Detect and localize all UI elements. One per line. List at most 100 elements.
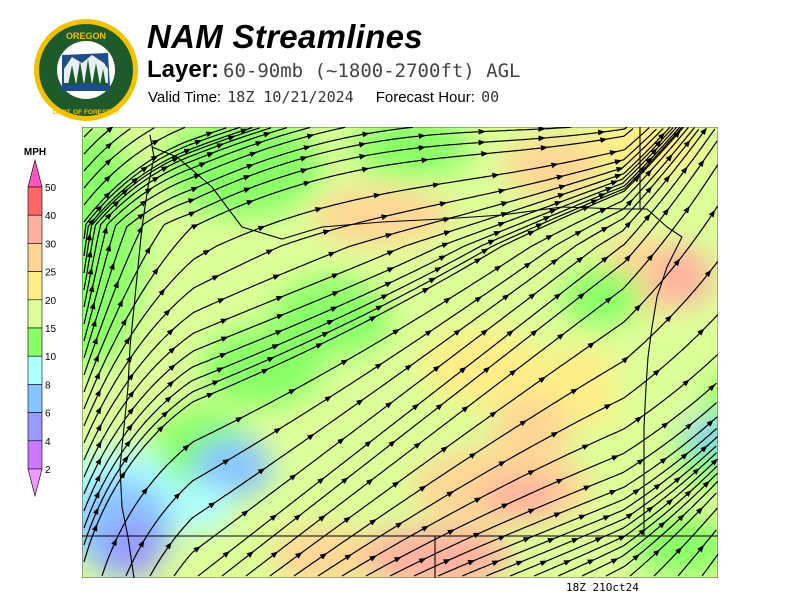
colorbar-bin bbox=[27, 299, 43, 329]
streamline-arrow bbox=[523, 262, 532, 269]
wind-speed-area bbox=[372, 237, 492, 317]
streamline-arrow bbox=[645, 186, 653, 194]
streamline-arrow bbox=[300, 168, 309, 174]
streamlines bbox=[83, 127, 718, 577]
streamline-arrow bbox=[673, 258, 681, 267]
streamline-arrow bbox=[480, 329, 489, 336]
streamline-arrow bbox=[94, 474, 101, 482]
colorbar-bin bbox=[27, 186, 43, 216]
streamline-arrow bbox=[582, 206, 590, 212]
streamline-arrow bbox=[435, 403, 444, 411]
streamline-arrow bbox=[324, 395, 333, 402]
streamline-arrow bbox=[194, 139, 203, 146]
streamline-arrow bbox=[441, 242, 450, 249]
streamline-arrow bbox=[621, 356, 629, 364]
streamline-arrow bbox=[634, 304, 642, 312]
streamline-arrow bbox=[653, 483, 662, 491]
colorbar-bin bbox=[27, 271, 43, 301]
streamline bbox=[83, 127, 674, 495]
streamline-arrow bbox=[222, 458, 231, 466]
streamline-arrow bbox=[318, 515, 326, 522]
streamline-arrow bbox=[549, 208, 557, 215]
streamline-arrow bbox=[661, 422, 669, 429]
streamline-arrow bbox=[275, 296, 284, 302]
wind-speed-area bbox=[492, 397, 572, 457]
streamline-arrow bbox=[220, 318, 229, 325]
wind-speed-area bbox=[192, 437, 272, 497]
streamline-arrow bbox=[272, 274, 281, 280]
streamline-arrow bbox=[150, 155, 159, 162]
wind-speed-area bbox=[272, 277, 392, 357]
streamline-arrow bbox=[515, 560, 524, 567]
streamline-arrow bbox=[680, 166, 688, 175]
streamline-arrow bbox=[227, 135, 236, 141]
streamline-arrow bbox=[87, 267, 94, 275]
streamline-arrow bbox=[243, 187, 252, 193]
streamline-arrow bbox=[257, 225, 266, 232]
valid-time-info: Valid Time: 18Z 10/21/2024 Forecast Hour:… bbox=[148, 88, 521, 106]
streamline bbox=[83, 127, 272, 291]
streamline-arrow bbox=[249, 151, 258, 158]
streamline-arrow bbox=[481, 248, 489, 255]
streamline-arrow bbox=[369, 518, 377, 526]
streamline-arrow bbox=[555, 478, 564, 485]
streamline-arrow bbox=[636, 458, 645, 466]
streamline-arrow bbox=[104, 212, 112, 220]
streamline-arrow bbox=[219, 352, 228, 359]
streamline-arrow bbox=[576, 256, 584, 264]
streamline-arrow bbox=[443, 559, 451, 565]
colorbar-tick-label: 6 bbox=[45, 409, 51, 420]
streamline-arrow bbox=[95, 440, 102, 449]
streamline-arrow bbox=[483, 366, 491, 374]
streamline-arrow bbox=[498, 535, 506, 541]
streamline-arrow bbox=[708, 384, 716, 392]
colorbar-bin bbox=[27, 412, 43, 442]
streamline-arrow bbox=[489, 411, 497, 418]
wind-speed-area bbox=[652, 247, 712, 307]
streamline-arrow bbox=[639, 166, 647, 174]
streamline-arrow bbox=[303, 145, 312, 151]
streamline-arrow bbox=[395, 522, 403, 529]
streamline-arrow bbox=[102, 226, 108, 234]
streamline-arrow bbox=[519, 420, 528, 427]
streamline-arrow bbox=[487, 239, 496, 246]
colorbar-unit: MPH bbox=[24, 147, 46, 158]
streamline-arrow bbox=[550, 258, 559, 266]
streamline bbox=[83, 128, 657, 444]
wind-speed-area bbox=[172, 482, 232, 532]
streamline-arrow bbox=[697, 545, 705, 553]
streamline-arrow bbox=[550, 162, 559, 169]
svg-text:OREGON: OREGON bbox=[66, 31, 106, 41]
streamline-arrow bbox=[493, 231, 502, 237]
streamline-arrow bbox=[139, 200, 148, 207]
streamline-arrow bbox=[257, 468, 266, 475]
layer-label: Layer: bbox=[147, 56, 220, 83]
streamline-arrow bbox=[491, 172, 500, 179]
streamline-arrow bbox=[93, 490, 100, 499]
colorbar-max-triangle bbox=[27, 158, 43, 188]
streamline-arrow bbox=[574, 230, 583, 237]
streamline-arrow bbox=[527, 230, 536, 237]
streamline-arrow bbox=[434, 266, 442, 273]
streamline-arrow bbox=[241, 510, 249, 517]
streamline-arrow bbox=[95, 423, 102, 432]
streamline-arrow bbox=[91, 523, 98, 532]
streamline-arrow bbox=[163, 308, 171, 317]
streamline-arrow bbox=[708, 209, 716, 218]
streamline-arrow bbox=[535, 223, 544, 229]
page-title: NAM Streamlines bbox=[147, 18, 423, 55]
streamline-arrow bbox=[188, 211, 196, 218]
streamline-arrow bbox=[421, 525, 429, 532]
streamline-arrow bbox=[112, 200, 120, 208]
streamline-arrow bbox=[438, 255, 447, 262]
streamline-arrow bbox=[659, 457, 668, 465]
streamline-arrow bbox=[93, 354, 99, 363]
streamline-arrow bbox=[91, 319, 97, 328]
colorbar-tick-label: 15 bbox=[45, 324, 57, 335]
streamline-arrow bbox=[165, 542, 172, 550]
streamline-arrow bbox=[314, 207, 323, 213]
colorbar-tick-label: 30 bbox=[45, 239, 57, 250]
streamline-arrow bbox=[92, 336, 98, 345]
streamline-arrow bbox=[315, 343, 324, 349]
streamline-arrow bbox=[706, 419, 714, 427]
